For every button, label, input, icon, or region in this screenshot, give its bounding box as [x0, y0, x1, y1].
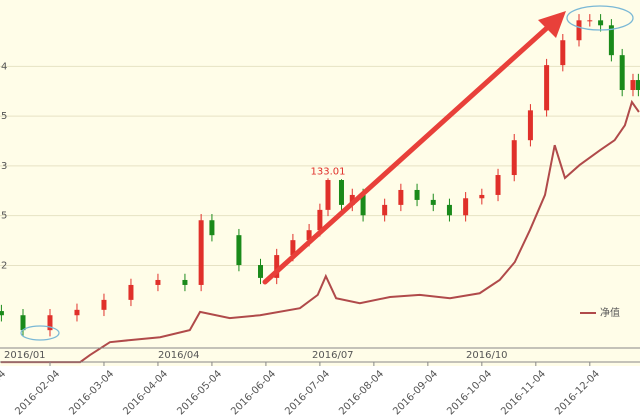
y-tick-label: 4 — [1, 61, 7, 72]
candle-body — [630, 80, 636, 91]
candle-body — [290, 240, 296, 256]
nav-label: 2016/07 — [312, 350, 354, 361]
candle-body — [274, 255, 280, 278]
nav-label: 2016/10 — [466, 350, 508, 361]
candle-body — [608, 25, 614, 56]
candle-body — [495, 175, 501, 195]
candle-body — [182, 279, 188, 285]
candle-body — [635, 80, 640, 91]
x-tick-label: 2016-06-04 — [229, 368, 278, 417]
candle-body — [560, 40, 566, 66]
candle-body — [382, 204, 388, 216]
candle-body — [317, 209, 323, 231]
trend-arrowhead — [538, 11, 566, 38]
x-tick-label: 2016-05-04 — [175, 368, 224, 417]
candle-body — [128, 284, 134, 300]
trend-arrow — [262, 24, 551, 285]
candle-body — [101, 299, 107, 310]
candle-body — [398, 189, 404, 205]
candle-body — [306, 230, 312, 241]
candle-body — [511, 140, 517, 176]
candle-body — [20, 315, 26, 331]
candle-body — [576, 20, 582, 41]
x-tick-label: 2016-01-04 — [0, 368, 8, 417]
nav-label: 2016/04 — [158, 350, 200, 361]
candle-body — [598, 20, 604, 26]
x-tick-label: 2016-03-04 — [67, 368, 116, 417]
y-tick-label: 5 — [1, 111, 7, 122]
x-tick-label: 2016-02-04 — [13, 368, 62, 417]
y-tick-label: 3 — [1, 161, 7, 172]
x-tick-label: 2016-08-04 — [337, 368, 386, 417]
candle-body — [446, 204, 452, 216]
candle-body — [479, 194, 485, 199]
candle-body — [74, 309, 80, 316]
candle-body — [619, 55, 625, 91]
plot-area: 133.01 — [0, 14, 640, 364]
x-tick-label: 2016-12-04 — [553, 368, 602, 417]
y-tick-label: 2 — [1, 260, 7, 271]
candle-body — [349, 194, 355, 205]
candle-body — [587, 20, 593, 22]
nav-label: 2016/01 — [4, 350, 46, 361]
candle-body — [47, 315, 53, 331]
x-tick-label: 2016-10-04 — [445, 368, 494, 417]
candle-body — [414, 189, 420, 200]
candle-body — [258, 265, 264, 278]
candle-body — [430, 199, 436, 205]
candle-body — [338, 180, 344, 205]
plot-background — [0, 0, 640, 366]
candle-body — [527, 110, 533, 141]
candle-body — [463, 198, 469, 216]
candle-body — [209, 220, 215, 236]
high-highlight — [566, 5, 634, 31]
candle-body — [236, 235, 242, 266]
x-tick-label: 2016-11-04 — [499, 368, 548, 417]
y-tick-label: 5 — [1, 211, 7, 222]
x-tick-label: 2016-07-04 — [283, 368, 332, 417]
candle-body — [360, 194, 366, 216]
x-tick-label: 2016-04-04 — [121, 368, 170, 417]
candle-body — [325, 180, 331, 210]
candle-body — [155, 279, 161, 285]
low-highlight — [20, 325, 60, 341]
candle-body — [0, 311, 4, 316]
peak-annotation: 133.01 — [310, 166, 345, 177]
candle-body — [198, 220, 204, 285]
legend-label: 净值 — [600, 306, 620, 319]
x-tick-label: 2016-09-04 — [391, 368, 440, 417]
net-value-line — [0, 99, 640, 364]
candle-body — [544, 65, 550, 111]
